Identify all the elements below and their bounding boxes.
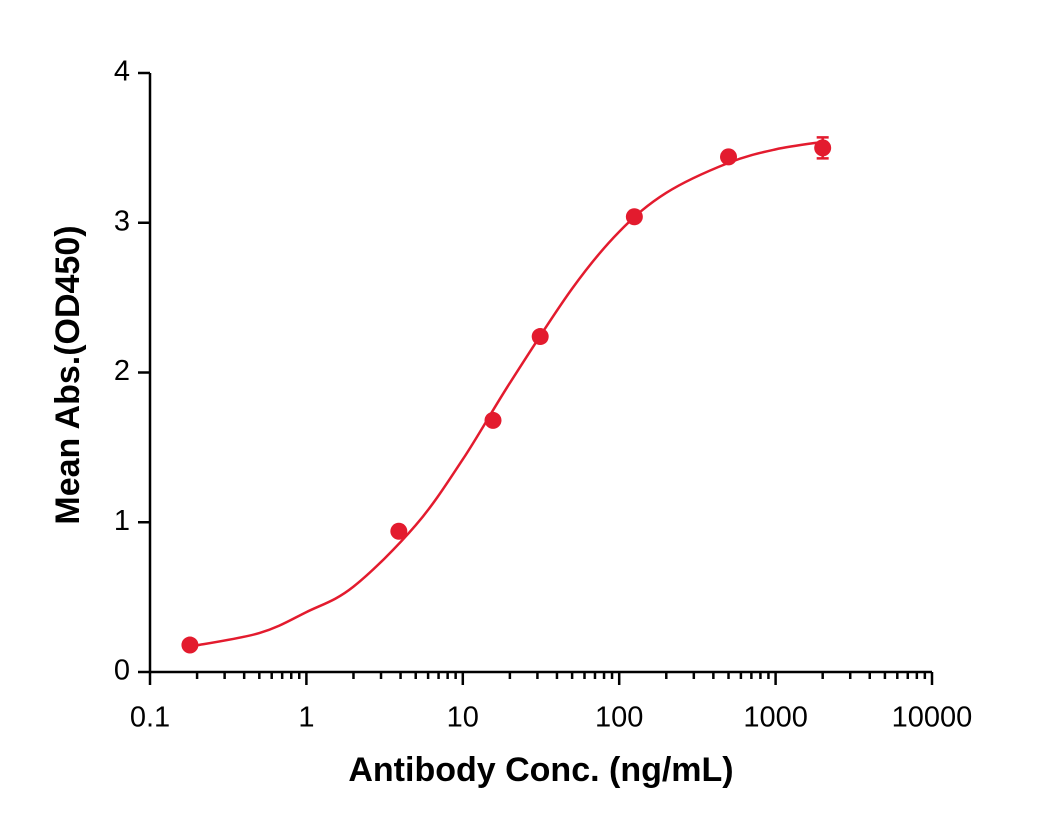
- fit-curve: [189, 140, 823, 648]
- x-tick-label: 10: [447, 702, 479, 734]
- x-tick-label: 100: [595, 702, 643, 734]
- x-tick-label: 1: [298, 702, 314, 734]
- data-point: [625, 208, 643, 226]
- x-tick-label: 0.1: [130, 702, 170, 734]
- y-tick-label: 0: [114, 655, 130, 687]
- x-axis-label: Antibody Conc. (ng/mL): [348, 751, 733, 789]
- data-point: [484, 411, 502, 429]
- data-point: [390, 522, 408, 540]
- x-tick-label: 1000: [743, 702, 808, 734]
- y-tick-label: 1: [114, 505, 130, 537]
- data-point: [720, 148, 738, 166]
- data-point: [814, 139, 832, 157]
- y-tick-label: 3: [114, 205, 130, 237]
- x-tick-label: 10000: [892, 702, 973, 734]
- y-tick-label: 2: [114, 355, 130, 387]
- data-point: [181, 636, 199, 654]
- y-axis-label: Mean Abs.(OD450): [49, 225, 87, 524]
- data-point: [531, 328, 549, 346]
- y-tick-label: 4: [114, 56, 130, 88]
